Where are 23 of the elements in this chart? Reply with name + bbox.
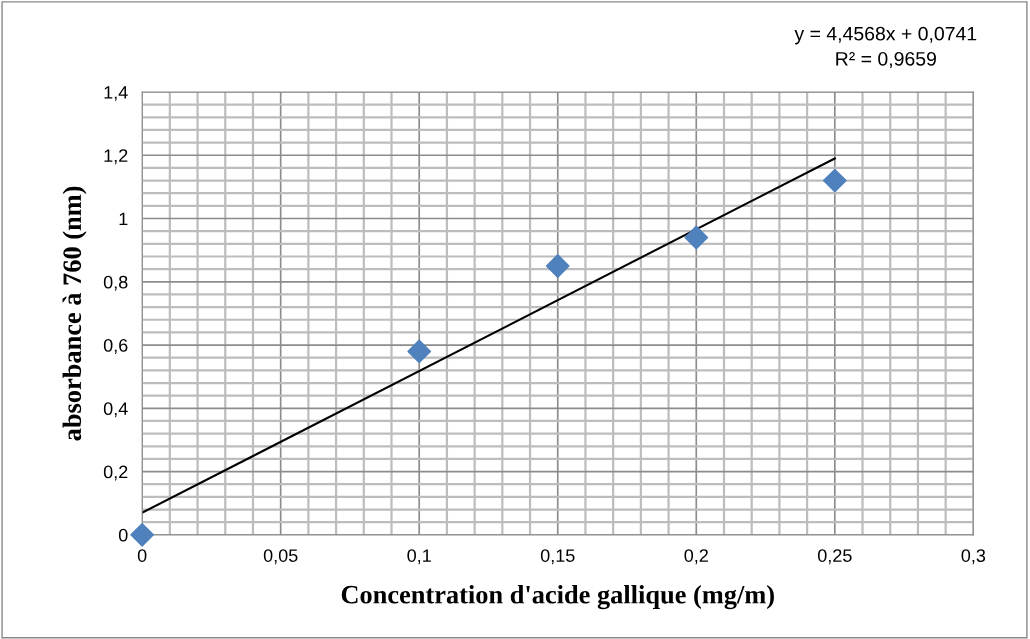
y-tick-label: 1,2 bbox=[104, 149, 128, 165]
x-tick-label: 0,15 bbox=[540, 549, 575, 565]
y-tick-label: 1 bbox=[119, 212, 128, 226]
y-tick-label: 0,8 bbox=[103, 275, 128, 291]
point bbox=[407, 339, 432, 364]
x-axis-title: Concentration d'acide gallique (mg/m) bbox=[341, 585, 774, 610]
point bbox=[684, 225, 709, 250]
y-tick-label: 0 bbox=[118, 528, 128, 542]
point bbox=[822, 168, 847, 193]
point bbox=[130, 522, 155, 547]
y-tick-label: 0,6 bbox=[103, 338, 128, 354]
y-tick-label: 1,4 bbox=[104, 86, 128, 101]
point bbox=[545, 254, 570, 278]
x-tick-label: 0,3 bbox=[961, 549, 986, 565]
y-tick-label: 0,2 bbox=[103, 465, 128, 481]
y-tick-label: 0,4 bbox=[103, 402, 128, 418]
x-tick-label: 0,2 bbox=[684, 549, 708, 565]
y-axis-title: absorbance à 760 (nm) bbox=[62, 186, 87, 441]
x-tick-label: 0 bbox=[137, 549, 147, 562]
text: y = 4,4568x + 0,0741 R² = 0,9659 bbox=[794, 26, 977, 69]
x-tick-label: 0,05 bbox=[263, 549, 298, 565]
x-tick-label: 0,25 bbox=[817, 549, 852, 565]
x-tick-label: 0,1 bbox=[407, 549, 431, 565]
